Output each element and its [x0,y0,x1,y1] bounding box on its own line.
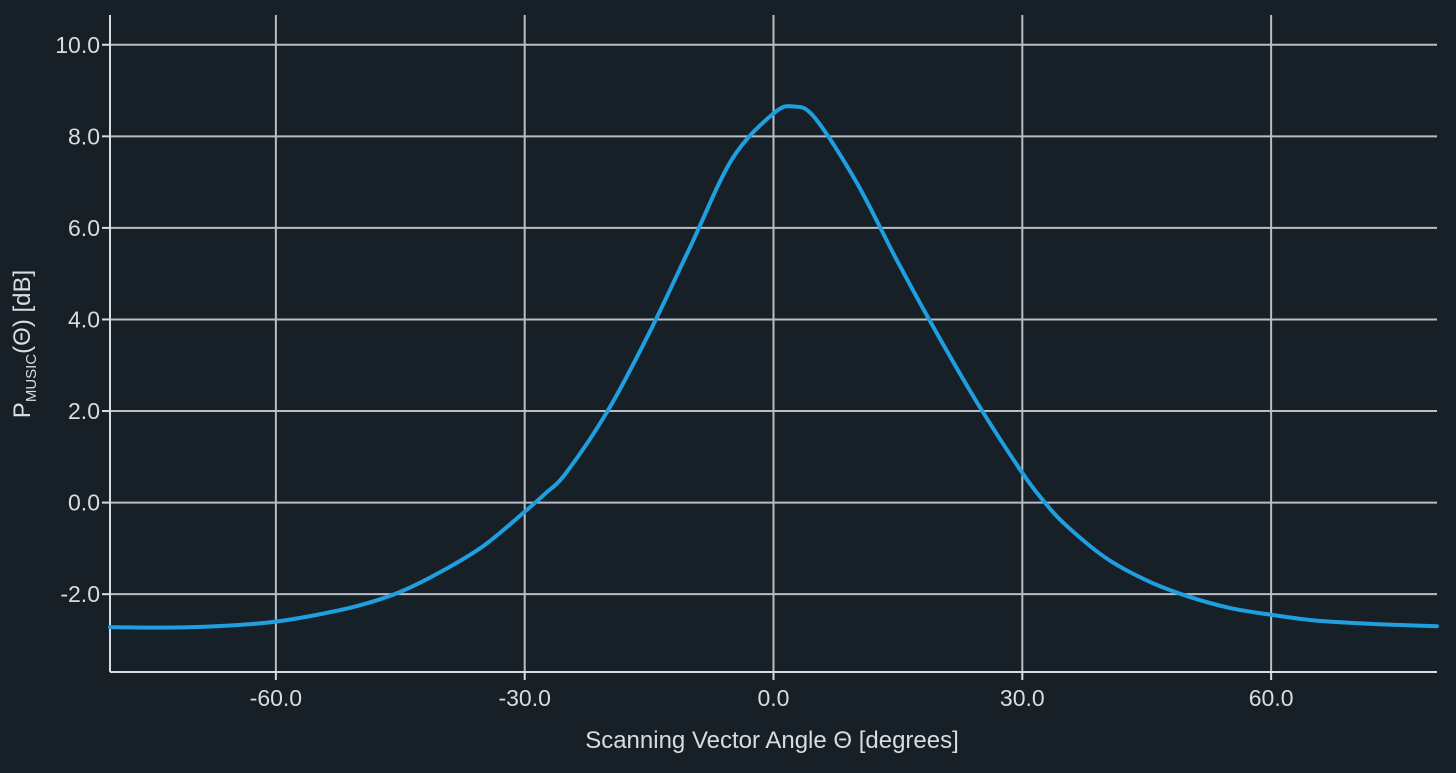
y-tick-label: -2.0 [60,581,100,607]
y-tick-label: 8.0 [68,123,100,149]
y-tick-label: 0.0 [68,490,100,516]
grid [110,15,1437,672]
y-axis-title: PMUSIC(Θ) [dB] [9,270,40,418]
x-tick-label: 30.0 [1000,685,1045,711]
y-tick-label: 4.0 [68,306,100,332]
y-tick-label: 6.0 [68,215,100,241]
y-tick-label: 10.0 [55,32,100,58]
x-tick-label: -60.0 [250,685,302,711]
y-axis-title-rest: (Θ) [dB] [9,270,36,354]
x-axis-title: Scanning Vector Angle Θ [degrees] [585,727,959,754]
y-axis-title-main: P [9,402,36,418]
axes [102,15,1437,680]
spectrum-line [108,104,1439,630]
y-axis-title-subscript: MUSIC [23,354,40,403]
tick-labels: -60.0 -30.0 0.0 30.0 60.0 -2.0 0.0 2.0 4.0 6.0 8.0… [55,32,1293,711]
y-tick-label: 2.0 [68,398,100,424]
x-tick-label: 60.0 [1249,685,1294,711]
x-tick-label: 0.0 [758,685,790,711]
series [108,104,1439,630]
x-tick-label: -30.0 [498,685,550,711]
